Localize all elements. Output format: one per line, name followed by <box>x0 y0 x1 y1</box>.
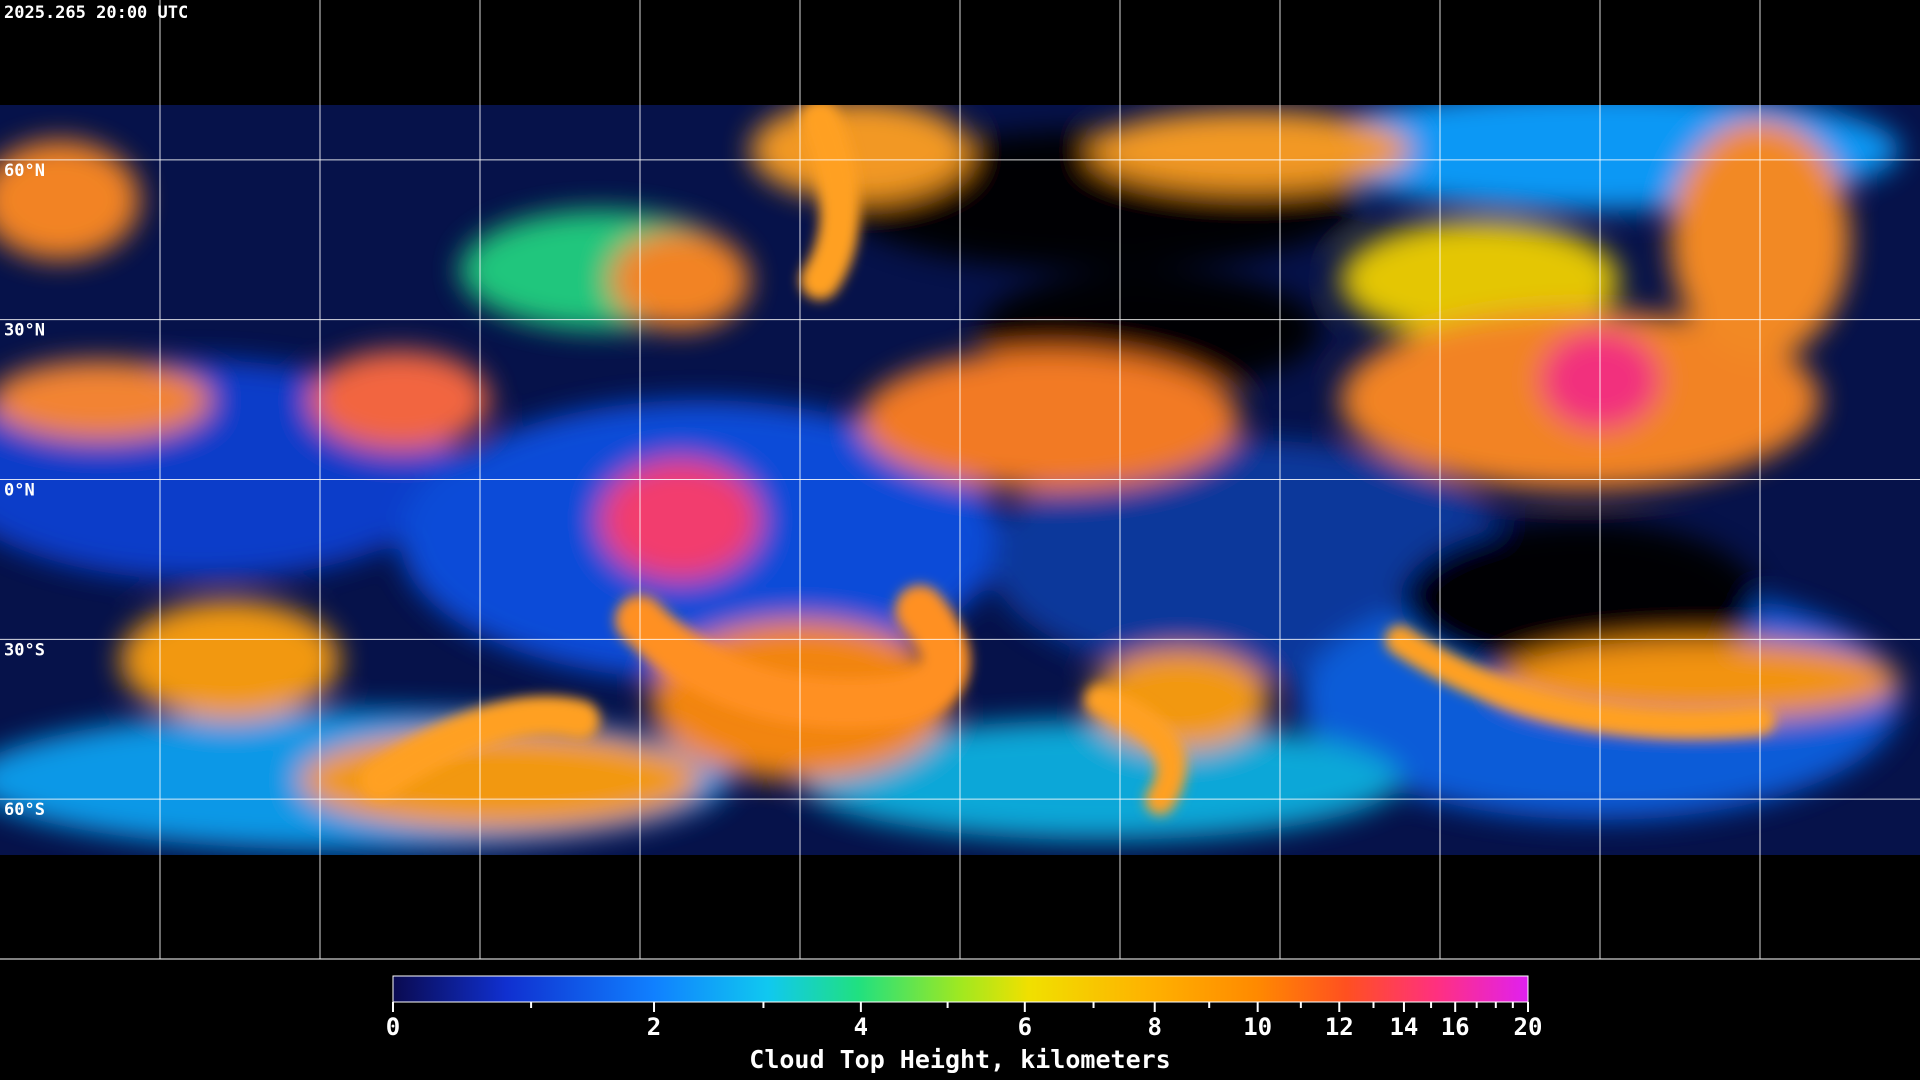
colorbar: 0 2 4 6 8 10 12 14 16 20 Cloud Top Height, kilome… <box>386 975 1543 1074</box>
graticule <box>0 0 1920 960</box>
map-area <box>0 0 1920 960</box>
colorbar-tick-label: 10 <box>1243 1013 1272 1041</box>
colorbar-tick-label: 4 <box>854 1013 868 1041</box>
colorbar-tick-label: 12 <box>1325 1013 1354 1041</box>
colorbar-tick-label: 20 <box>1514 1013 1543 1041</box>
lat-label: 0°N <box>4 481 35 501</box>
timestamp: 2025.265 20:00 UTC <box>4 3 188 23</box>
colorbar-tick-label: 14 <box>1389 1013 1418 1041</box>
colorbar-ramp <box>392 975 1529 1003</box>
colorbar-tick-label: 16 <box>1441 1013 1470 1041</box>
colorbar-tick-label: 8 <box>1148 1013 1162 1041</box>
lat-labels: 60°N 30°N 0°N 30°S 60°S <box>4 161 45 820</box>
colorbar-tick-label: 6 <box>1018 1013 1032 1041</box>
colorbar-ticks: 0 2 4 6 8 10 12 14 16 20 <box>386 1002 1543 1041</box>
colorbar-title: Cloud Top Height, kilometers <box>749 1045 1170 1074</box>
colorbar-tick-label: 2 <box>647 1013 661 1041</box>
lat-label: 60°N <box>4 161 45 181</box>
lat-label: 60°S <box>4 800 45 820</box>
colorbar-tick-label: 0 <box>386 1013 400 1041</box>
lat-label: 30°N <box>4 321 45 341</box>
lat-label: 30°S <box>4 640 45 660</box>
